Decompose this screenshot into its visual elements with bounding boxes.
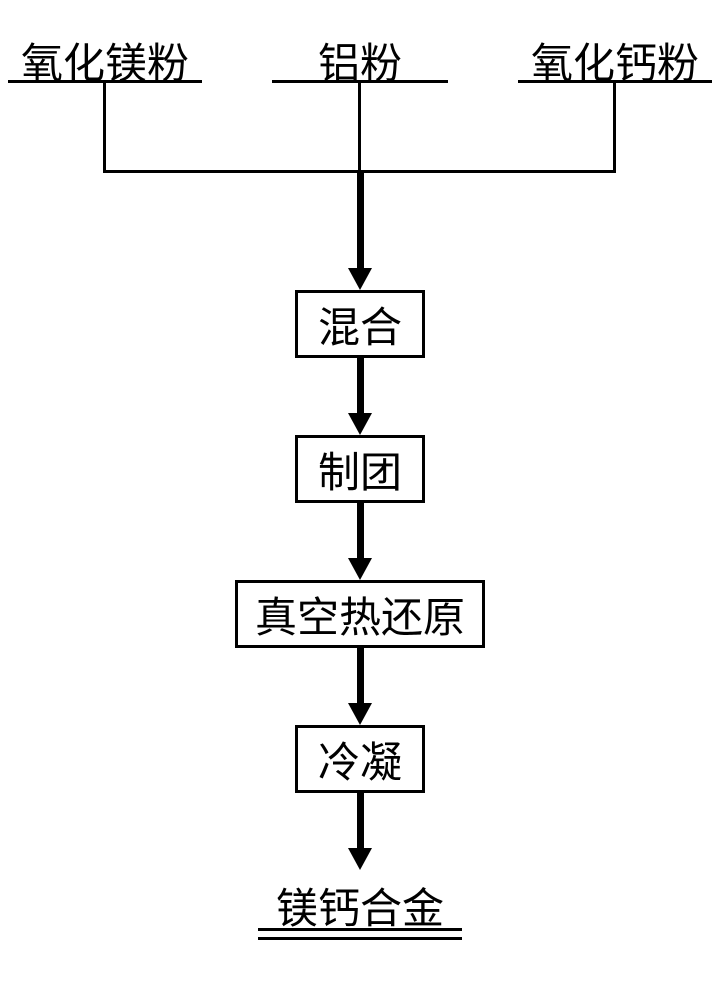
step-box-condense: 冷凝 (295, 725, 425, 793)
arrow-shaft-4 (357, 648, 364, 704)
step-label-pelletize: 制团 (318, 439, 402, 500)
final-underline-2 (258, 937, 462, 940)
step-label-reduce: 真空热还原 (255, 584, 465, 645)
arrow-head-3 (348, 558, 372, 580)
stem-al (358, 83, 361, 172)
step-box-pelletize: 制团 (295, 435, 425, 503)
final-underline-1 (258, 928, 462, 931)
step-box-reduce: 真空热还原 (235, 580, 485, 648)
arrow-shaft-3 (357, 503, 364, 559)
flowchart-canvas: 氧化镁粉 铝粉 氧化钙粉 混合 制团 真空热还原 冷凝 镁钙合金 (0, 0, 721, 1000)
arrow-head-1 (348, 268, 372, 290)
step-label-mix: 混合 (318, 294, 402, 355)
arrow-head-5 (348, 848, 372, 870)
stem-mgo (103, 83, 106, 172)
step-label-condense: 冷凝 (318, 729, 402, 790)
arrow-shaft-1 (357, 173, 364, 269)
stem-cao (613, 83, 616, 172)
step-box-mix: 混合 (295, 290, 425, 358)
arrow-head-2 (348, 413, 372, 435)
arrow-shaft-5 (357, 793, 364, 849)
final-product-label: 镁钙合金 (273, 875, 447, 936)
arrow-head-4 (348, 703, 372, 725)
arrow-shaft-2 (357, 358, 364, 414)
